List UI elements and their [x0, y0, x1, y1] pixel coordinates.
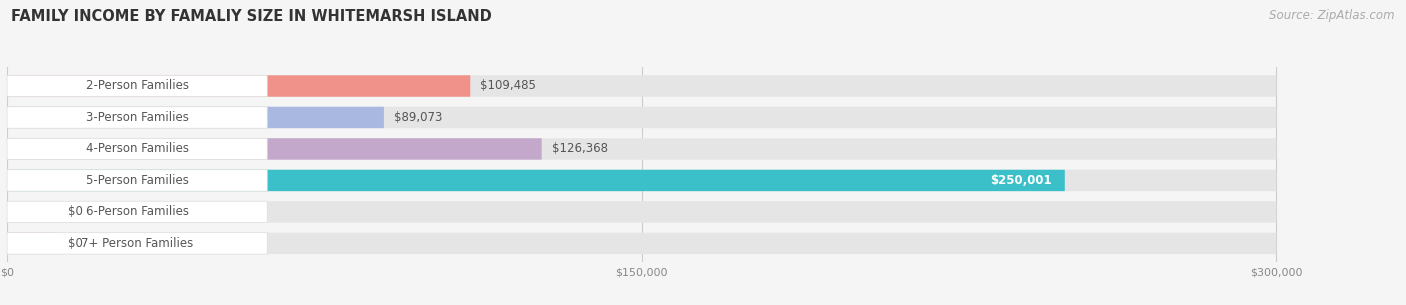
- FancyBboxPatch shape: [7, 107, 267, 128]
- Text: FAMILY INCOME BY FAMALIY SIZE IN WHITEMARSH ISLAND: FAMILY INCOME BY FAMALIY SIZE IN WHITEMA…: [11, 9, 492, 24]
- FancyBboxPatch shape: [7, 138, 267, 160]
- FancyBboxPatch shape: [7, 75, 1277, 97]
- FancyBboxPatch shape: [7, 107, 384, 128]
- Text: $126,368: $126,368: [551, 142, 607, 156]
- FancyBboxPatch shape: [7, 75, 470, 97]
- Text: 6-Person Families: 6-Person Families: [86, 206, 188, 218]
- FancyBboxPatch shape: [7, 233, 1277, 254]
- Text: 7+ Person Families: 7+ Person Families: [82, 237, 193, 250]
- FancyBboxPatch shape: [7, 201, 1277, 223]
- FancyBboxPatch shape: [7, 138, 541, 160]
- Text: 4-Person Families: 4-Person Families: [86, 142, 188, 156]
- Text: 2-Person Families: 2-Person Families: [86, 80, 188, 92]
- Text: $89,073: $89,073: [394, 111, 443, 124]
- Text: 5-Person Families: 5-Person Families: [86, 174, 188, 187]
- Text: Source: ZipAtlas.com: Source: ZipAtlas.com: [1270, 9, 1395, 22]
- FancyBboxPatch shape: [7, 138, 1277, 160]
- Text: $109,485: $109,485: [481, 80, 536, 92]
- FancyBboxPatch shape: [7, 170, 1277, 191]
- FancyBboxPatch shape: [7, 107, 1277, 128]
- Text: 3-Person Families: 3-Person Families: [86, 111, 188, 124]
- FancyBboxPatch shape: [7, 201, 58, 223]
- Text: $0: $0: [67, 206, 83, 218]
- FancyBboxPatch shape: [7, 233, 58, 254]
- FancyBboxPatch shape: [7, 170, 267, 191]
- FancyBboxPatch shape: [7, 75, 267, 97]
- FancyBboxPatch shape: [7, 201, 267, 223]
- Text: $250,001: $250,001: [990, 174, 1052, 187]
- Text: $0: $0: [67, 237, 83, 250]
- FancyBboxPatch shape: [7, 170, 1064, 191]
- FancyBboxPatch shape: [7, 233, 267, 254]
